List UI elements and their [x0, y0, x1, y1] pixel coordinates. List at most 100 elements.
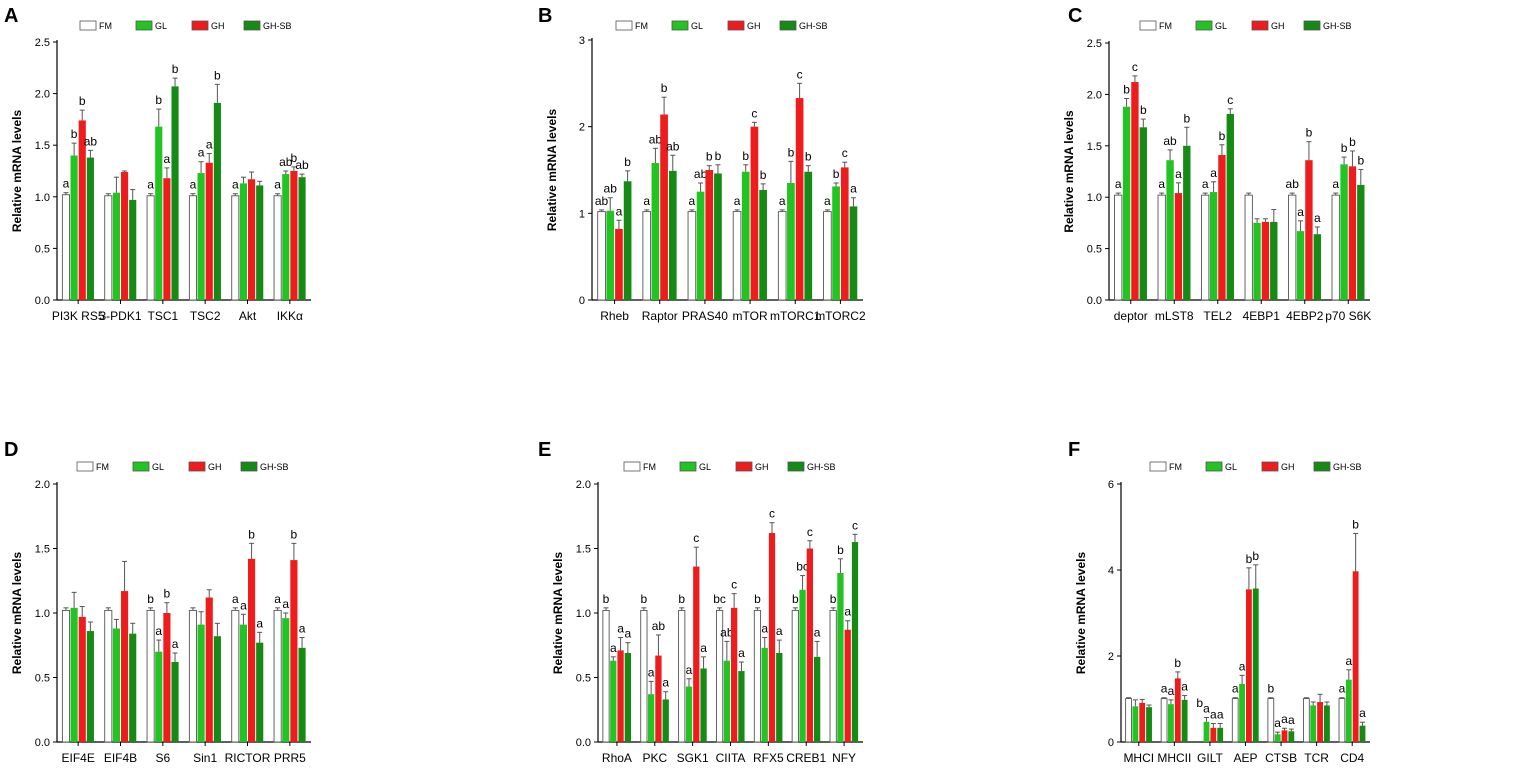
significance-label: c — [807, 525, 813, 539]
legend-swatch-gh-sb — [779, 20, 797, 31]
bar-gh-sb — [1146, 707, 1152, 742]
significance-label: b — [1252, 549, 1259, 563]
legend-swatch-gl — [1205, 461, 1223, 472]
x-tick-label: PRR5 — [274, 751, 306, 765]
significance-label: a — [689, 194, 696, 208]
significance-label: a — [1288, 713, 1295, 727]
bar-gh-sb — [298, 177, 306, 300]
x-tick-label: CREB1 — [786, 751, 826, 765]
significance-label: b — [164, 587, 171, 601]
bar-gl — [606, 210, 615, 300]
significance-label: c — [842, 146, 848, 160]
x-tick-label: CTSB — [1265, 751, 1297, 765]
y-tick-label: 0.5 — [35, 243, 50, 255]
significance-label: a — [616, 204, 623, 218]
significance-label: ab — [279, 155, 293, 169]
significance-label: ab — [649, 132, 663, 146]
bar-gh-sb — [1217, 727, 1224, 742]
significance-label: b — [71, 127, 78, 141]
bar-gl — [723, 660, 730, 742]
significance-label: a — [1161, 682, 1168, 696]
significance-label: a — [850, 182, 857, 196]
x-tick-label: MHCII — [1157, 751, 1191, 765]
significance-label: a — [232, 178, 239, 192]
x-tick-label: RhoA — [602, 751, 632, 765]
bar-gh-sb — [738, 671, 745, 742]
bar-fm — [640, 609, 648, 743]
significance-label: ab — [1286, 177, 1300, 191]
significance-label: a — [1232, 682, 1239, 696]
significance-label: a — [164, 152, 171, 166]
bar-fm — [753, 609, 762, 743]
bar-gh — [248, 179, 256, 300]
bar-gl — [1274, 734, 1281, 742]
bar-gh — [163, 613, 171, 742]
significance-label: a — [734, 194, 741, 208]
y-tick-label: 1.0 — [576, 608, 591, 620]
panel-C: C FM GL GH GH-SB 0.0 0.5 1.0 1.5 2.0 2.5 Relative m… — [1062, 5, 1371, 323]
legend: FM GL GH GH-SB — [623, 461, 836, 472]
bar-gh — [840, 167, 849, 300]
significance-label: b — [1140, 103, 1147, 117]
panel-letter: C — [1068, 5, 1082, 27]
bar-gl — [70, 155, 78, 300]
panel-letter: B — [538, 5, 552, 27]
bar-gh — [1174, 678, 1181, 742]
bar-gh — [731, 607, 738, 742]
bar-fm — [1125, 698, 1132, 743]
y-tick-label: 1.0 — [1087, 192, 1102, 204]
x-tick-label: RFX5 — [753, 751, 784, 765]
x-tick-label: RICTOR — [225, 751, 271, 765]
significance-label: c — [797, 67, 803, 81]
significance-label: ab — [694, 167, 708, 181]
x-tick-label: S6 — [155, 751, 170, 765]
bar-gh — [1317, 702, 1323, 742]
significance-label: ab — [595, 194, 609, 208]
bar-fm — [687, 211, 697, 301]
significance-label: a — [1281, 712, 1288, 726]
legend-label-gl: GL — [1215, 21, 1227, 31]
bar-gl — [1122, 106, 1131, 301]
significance-label: a — [274, 592, 281, 606]
bar-gl — [197, 173, 205, 300]
bar-gl — [197, 624, 205, 742]
bar-gh — [750, 126, 759, 301]
bar-gh-sb — [256, 642, 264, 742]
bar-gh — [660, 114, 668, 301]
x-tick-label: 4EBP1 — [1243, 309, 1281, 323]
bar-gh — [1281, 730, 1288, 742]
bar-gl — [761, 647, 768, 742]
significance-label: a — [1239, 659, 1246, 673]
panel-letter: F — [1068, 439, 1080, 461]
significance-label: a — [1359, 706, 1366, 720]
significance-label: b — [1219, 129, 1226, 143]
significance-label: b — [754, 592, 761, 606]
y-tick-label: 0.5 — [1087, 244, 1102, 256]
bar-gl — [787, 183, 795, 300]
legend-swatch-fm — [1139, 20, 1157, 31]
legend-swatch-fm — [623, 461, 641, 472]
legend-label-gh: GH — [755, 462, 769, 472]
significance-label: a — [686, 663, 693, 677]
x-tick-label: GILT — [1197, 751, 1223, 765]
bar-fm — [597, 211, 606, 301]
bar-gh — [290, 171, 298, 300]
significance-label: b — [833, 167, 840, 181]
bar-gh — [248, 558, 256, 742]
x-tick-label: deptor — [1114, 309, 1148, 323]
y-tick-label: 2.5 — [1087, 38, 1102, 50]
significance-label: a — [274, 178, 281, 192]
bar-gl — [648, 694, 655, 742]
y-tick-label: 4 — [1108, 565, 1114, 577]
significance-label: ab — [666, 139, 680, 153]
bar-fm — [188, 609, 197, 743]
bar-fm — [602, 609, 610, 743]
bar-gh-sb — [623, 181, 632, 300]
bar-gh-sb — [129, 199, 137, 300]
significance-label: a — [147, 178, 154, 192]
panel-letter: A — [4, 5, 18, 27]
significance-label: a — [617, 622, 624, 636]
bar-gl — [155, 651, 163, 742]
significance-label: a — [240, 598, 247, 612]
bar-gh-sb — [813, 656, 821, 742]
